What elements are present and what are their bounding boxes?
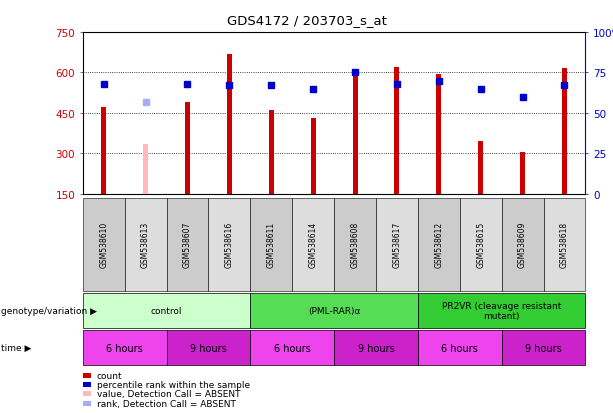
Text: 6 hours: 6 hours: [441, 343, 478, 353]
Bar: [143, 145, 148, 194]
Text: percentile rank within the sample: percentile rank within the sample: [97, 380, 250, 389]
Text: 9 hours: 9 hours: [190, 343, 227, 353]
Text: PR2VR (cleavage resistant
mutant): PR2VR (cleavage resistant mutant): [442, 301, 562, 320]
Text: GSM538615: GSM538615: [476, 222, 485, 268]
Bar: [311, 119, 316, 194]
Text: GSM538617: GSM538617: [392, 222, 402, 268]
Text: 6 hours: 6 hours: [274, 343, 311, 353]
Bar: [227, 55, 232, 194]
Bar: [101, 108, 106, 194]
Text: GSM538610: GSM538610: [99, 222, 109, 268]
Text: GSM538612: GSM538612: [434, 222, 443, 268]
Text: time ▶: time ▶: [1, 344, 32, 352]
Text: GSM538609: GSM538609: [518, 221, 527, 268]
Text: 6 hours: 6 hours: [106, 343, 143, 353]
Bar: [394, 68, 400, 194]
Text: 9 hours: 9 hours: [525, 343, 562, 353]
Bar: [268, 111, 274, 194]
Bar: [520, 152, 525, 194]
Text: genotype/variation ▶: genotype/variation ▶: [1, 306, 97, 315]
Text: rank, Detection Call = ABSENT: rank, Detection Call = ABSENT: [97, 399, 236, 408]
Text: GSM538616: GSM538616: [225, 222, 234, 268]
Text: GSM538611: GSM538611: [267, 222, 276, 268]
Text: GSM538614: GSM538614: [308, 222, 318, 268]
Text: count: count: [97, 371, 123, 380]
Text: (PML-RAR)α: (PML-RAR)α: [308, 306, 360, 315]
Text: 9 hours: 9 hours: [357, 343, 394, 353]
Text: GSM538613: GSM538613: [141, 222, 150, 268]
Bar: [478, 142, 483, 194]
Bar: [562, 69, 567, 194]
Text: GSM538618: GSM538618: [560, 222, 569, 268]
Bar: [436, 75, 441, 194]
Text: control: control: [151, 306, 182, 315]
Text: GSM538607: GSM538607: [183, 221, 192, 268]
Text: GDS4172 / 203703_s_at: GDS4172 / 203703_s_at: [227, 14, 386, 27]
Text: value, Detection Call = ABSENT: value, Detection Call = ABSENT: [97, 389, 240, 399]
Text: GSM538608: GSM538608: [351, 222, 360, 268]
Bar: [185, 103, 190, 194]
Bar: [352, 71, 357, 194]
